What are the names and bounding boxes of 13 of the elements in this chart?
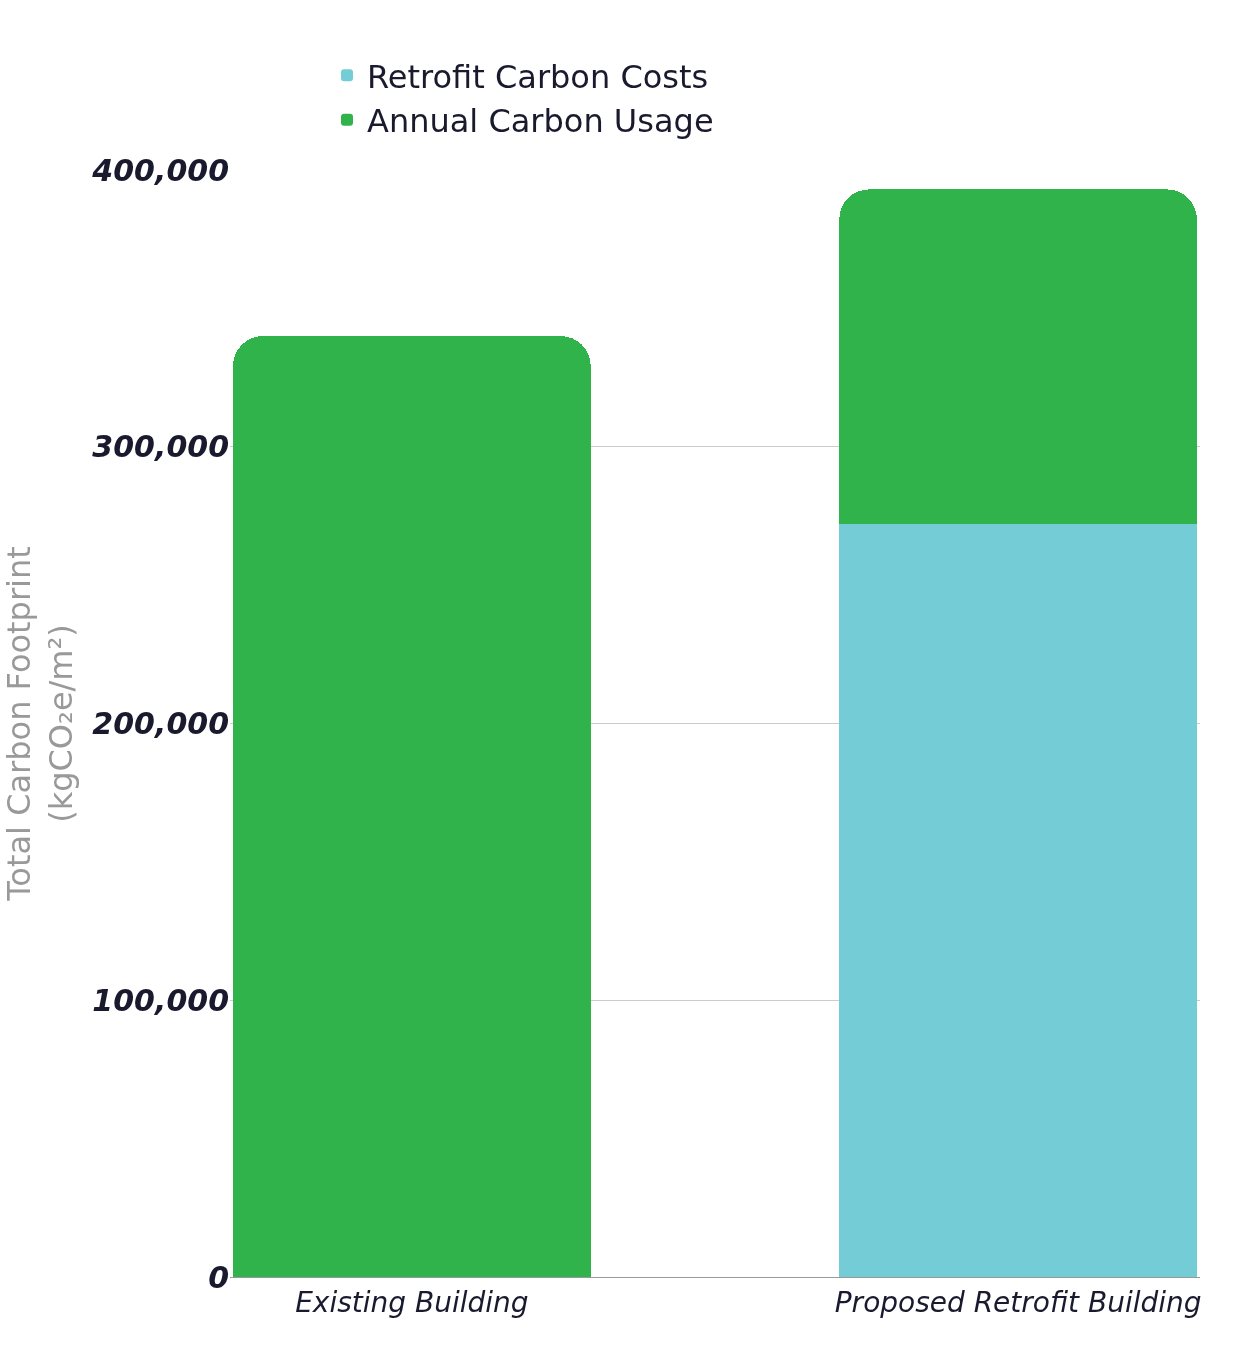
bar bbox=[839, 524, 1197, 1277]
legend-label: Annual Carbon Usage bbox=[367, 102, 714, 141]
y-tick-label: 200,000 bbox=[92, 706, 229, 741]
bar bbox=[839, 189, 1197, 525]
legend-label: Retrofit Carbon Costs bbox=[367, 57, 709, 96]
bar bbox=[233, 336, 591, 1277]
x-tick-label: Proposed Retrofit Building bbox=[834, 1285, 1202, 1319]
y-tick-label: 100,000 bbox=[92, 982, 229, 1018]
y-tick-label: 400,000 bbox=[91, 152, 229, 188]
y-axis-title: Total Carbon Footprint (kgCO₂e/m²) bbox=[0, 546, 80, 902]
y-tick-label: 0 bbox=[208, 1259, 229, 1295]
y-tick-label: 300,000 bbox=[92, 429, 229, 465]
x-tick-label: Existing Building bbox=[295, 1285, 529, 1319]
